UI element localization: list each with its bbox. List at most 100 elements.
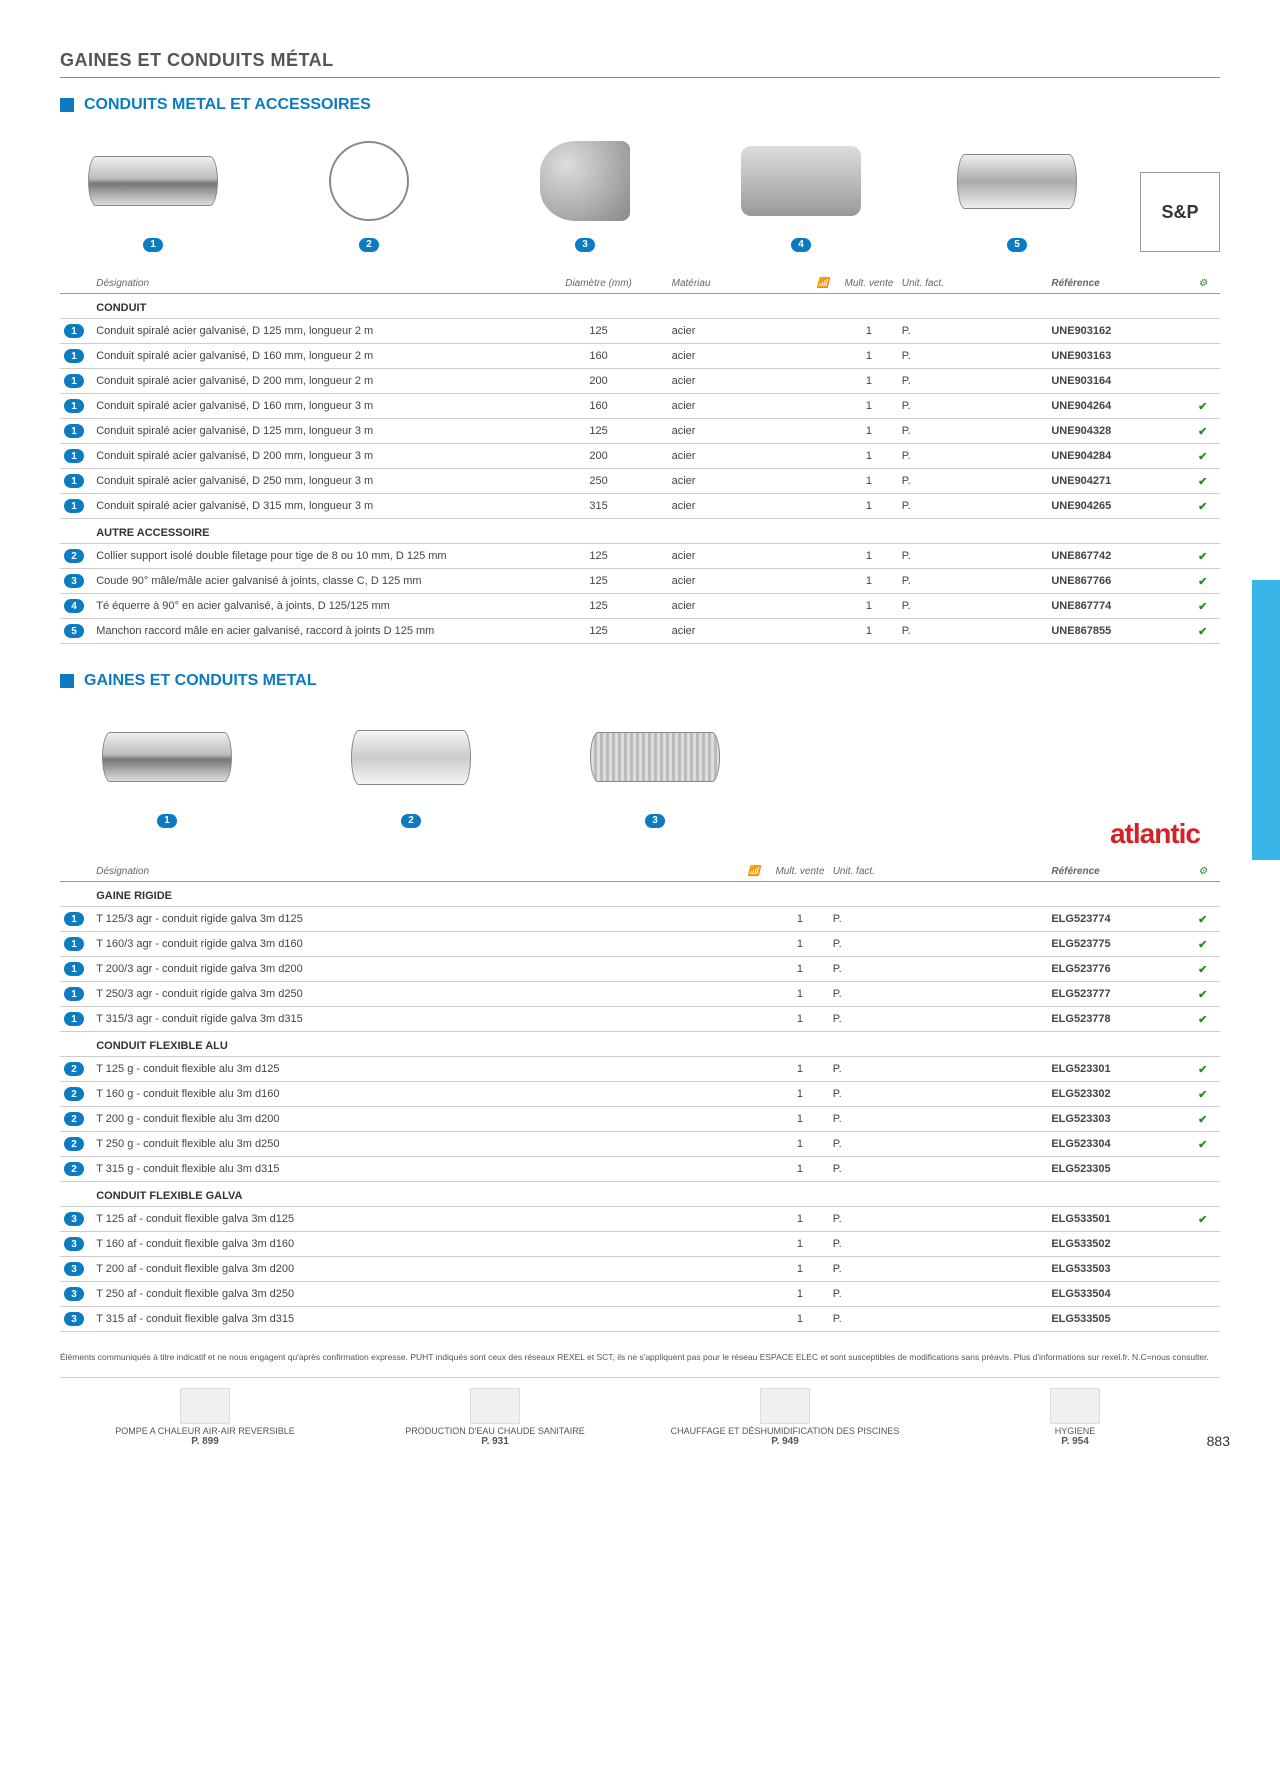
- row-badge: 1: [64, 1012, 84, 1026]
- row-materiau: acier: [668, 419, 806, 444]
- footer-link[interactable]: CHAUFFAGE ET DÉSHUMIDIFICATION DES PISCI…: [640, 1388, 930, 1447]
- row-designation: T 200 g - conduit flexible alu 3m d200: [92, 1107, 736, 1132]
- group-header: AUTRE ACCESSOIRE: [92, 519, 1220, 544]
- footer-link[interactable]: PRODUCTION D'EAU CHAUDE SANITAIRE P. 931: [350, 1388, 640, 1447]
- footer-thumb-icon: [1050, 1388, 1100, 1424]
- footer-link[interactable]: POMPE A CHALEUR AIR-AIR REVERSIBLE P. 89…: [60, 1388, 350, 1447]
- row-badge: 2: [64, 549, 84, 563]
- row-unit: P.: [829, 1007, 887, 1032]
- footer-link[interactable]: HYGIENE P. 954: [930, 1388, 1220, 1447]
- table-row: 1Conduit spiralé acier galvanisé, D 160 …: [60, 394, 1220, 419]
- table-row: 1T 315/3 agr - conduit rigide galva 3m d…: [60, 1007, 1220, 1032]
- table-row: 2T 200 g - conduit flexible alu 3m d2001…: [60, 1107, 1220, 1132]
- row-badge: 1: [64, 399, 84, 413]
- footer-link-label: CHAUFFAGE ET DÉSHUMIDIFICATION DES PISCI…: [671, 1426, 900, 1436]
- row-diametre: 160: [530, 394, 668, 419]
- row-badge: 4: [64, 599, 84, 613]
- row-reference: UNE867742: [1047, 544, 1185, 569]
- page-title: GAINES ET CONDUITS MÉTAL: [60, 50, 1220, 78]
- check-icon: ✔: [1198, 1214, 1207, 1226]
- page-number: 883: [1207, 1433, 1230, 1449]
- col-reference: Référence: [1047, 272, 1185, 294]
- col-wifi-icon: 📶: [806, 272, 841, 294]
- section2-table: Désignation 📶 Mult. vente Unit. fact. Ré…: [60, 860, 1220, 1332]
- table-row: 1Conduit spiralé acier galvanisé, D 200 …: [60, 444, 1220, 469]
- row-reference: ELG533501: [1047, 1207, 1185, 1232]
- row-designation: T 125/3 agr - conduit rigide galva 3m d1…: [92, 907, 736, 932]
- row-designation: Té équerre à 90° en acier galvanisé, à j…: [92, 594, 529, 619]
- col-stock-icon: ⚙: [1185, 272, 1220, 294]
- section1-products: 1 2 3 4 5 S&P: [60, 132, 1220, 252]
- product-image: [741, 146, 861, 216]
- row-reference: ELG523774: [1047, 907, 1185, 932]
- row-reference: UNE903162: [1047, 319, 1185, 344]
- row-reference: UNE904271: [1047, 469, 1185, 494]
- product-badge: 1: [157, 814, 177, 828]
- row-unit: P.: [898, 594, 956, 619]
- row-badge: 2: [64, 1087, 84, 1101]
- row-reference: ELG523301: [1047, 1057, 1185, 1082]
- row-reference: UNE904264: [1047, 394, 1185, 419]
- product-image: [88, 156, 218, 206]
- row-designation: T 315 g - conduit flexible alu 3m d315: [92, 1157, 736, 1182]
- row-designation: Conduit spiralé acier galvanisé, D 125 m…: [92, 419, 529, 444]
- row-reference: ELG523778: [1047, 1007, 1185, 1032]
- row-reference: ELG523304: [1047, 1132, 1185, 1157]
- footer-links: POMPE A CHALEUR AIR-AIR REVERSIBLE P. 89…: [60, 1377, 1220, 1447]
- row-designation: T 160 g - conduit flexible alu 3m d160: [92, 1082, 736, 1107]
- table-row: 4 Té équerre à 90° en acier galvanisé, à …: [60, 594, 1220, 619]
- footer-link-page: P. 931: [481, 1436, 509, 1447]
- row-designation: Conduit spiralé acier galvanisé, D 200 m…: [92, 444, 529, 469]
- product-image: [957, 154, 1077, 209]
- row-diametre: 125: [530, 594, 668, 619]
- footer-note: Éléments communiqués à titre indicatif e…: [60, 1352, 1220, 1363]
- table-row: 1Conduit spiralé acier galvanisé, D 200 …: [60, 369, 1220, 394]
- col-designation: Désignation: [92, 860, 736, 882]
- section1-title: CONDUITS METAL ET ACCESSOIRES: [60, 96, 1220, 114]
- table-row: 3T 250 af - conduit flexible galva 3m d2…: [60, 1282, 1220, 1307]
- row-mult: 1: [840, 594, 898, 619]
- row-mult: 1: [771, 907, 829, 932]
- check-icon: ✔: [1198, 914, 1207, 926]
- section1-title-text: CONDUITS METAL ET ACCESSOIRES: [84, 96, 371, 114]
- row-reference: UNE904284: [1047, 444, 1185, 469]
- row-unit: P.: [898, 319, 956, 344]
- col-designation: Désignation: [92, 272, 529, 294]
- row-unit: P.: [829, 1282, 887, 1307]
- section2-title-text: GAINES ET CONDUITS METAL: [84, 672, 317, 690]
- row-reference: ELG523305: [1047, 1157, 1185, 1182]
- row-mult: 1: [771, 1282, 829, 1307]
- row-reference: ELG533502: [1047, 1232, 1185, 1257]
- row-mult: 1: [840, 319, 898, 344]
- check-icon: ✔: [1198, 1014, 1207, 1026]
- row-diametre: 250: [530, 469, 668, 494]
- footer-link-page: P. 899: [191, 1436, 219, 1447]
- row-unit: P.: [829, 907, 887, 932]
- row-materiau: acier: [668, 594, 806, 619]
- row-reference: UNE903164: [1047, 369, 1185, 394]
- row-materiau: acier: [668, 469, 806, 494]
- row-reference: ELG533504: [1047, 1282, 1185, 1307]
- table-row: 1Conduit spiralé acier galvanisé, D 125 …: [60, 419, 1220, 444]
- row-designation: T 200 af - conduit flexible galva 3m d20…: [92, 1257, 736, 1282]
- row-mult: 1: [771, 1107, 829, 1132]
- row-badge: 3: [64, 1212, 84, 1226]
- table-row: 2T 315 g - conduit flexible alu 3m d3151…: [60, 1157, 1220, 1182]
- table-row: 1T 160/3 agr - conduit rigide galva 3m d…: [60, 932, 1220, 957]
- table-row: 1Conduit spiralé acier galvanisé, D 315 …: [60, 494, 1220, 519]
- row-designation: T 125 af - conduit flexible galva 3m d12…: [92, 1207, 736, 1232]
- table-row: 1T 250/3 agr - conduit rigide galva 3m d…: [60, 982, 1220, 1007]
- row-diametre: 125: [530, 544, 668, 569]
- row-designation: T 250 g - conduit flexible alu 3m d250: [92, 1132, 736, 1157]
- row-badge: 1: [64, 937, 84, 951]
- row-diametre: 200: [530, 369, 668, 394]
- row-unit: P.: [829, 1257, 887, 1282]
- row-materiau: acier: [668, 369, 806, 394]
- row-mult: 1: [771, 1007, 829, 1032]
- check-icon: ✔: [1198, 426, 1207, 438]
- row-badge: 1: [64, 499, 84, 513]
- row-mult: 1: [771, 1057, 829, 1082]
- group-header: CONDUIT FLEXIBLE ALU: [92, 1032, 1220, 1057]
- row-badge: 1: [64, 474, 84, 488]
- row-designation: Conduit spiralé acier galvanisé, D 125 m…: [92, 319, 529, 344]
